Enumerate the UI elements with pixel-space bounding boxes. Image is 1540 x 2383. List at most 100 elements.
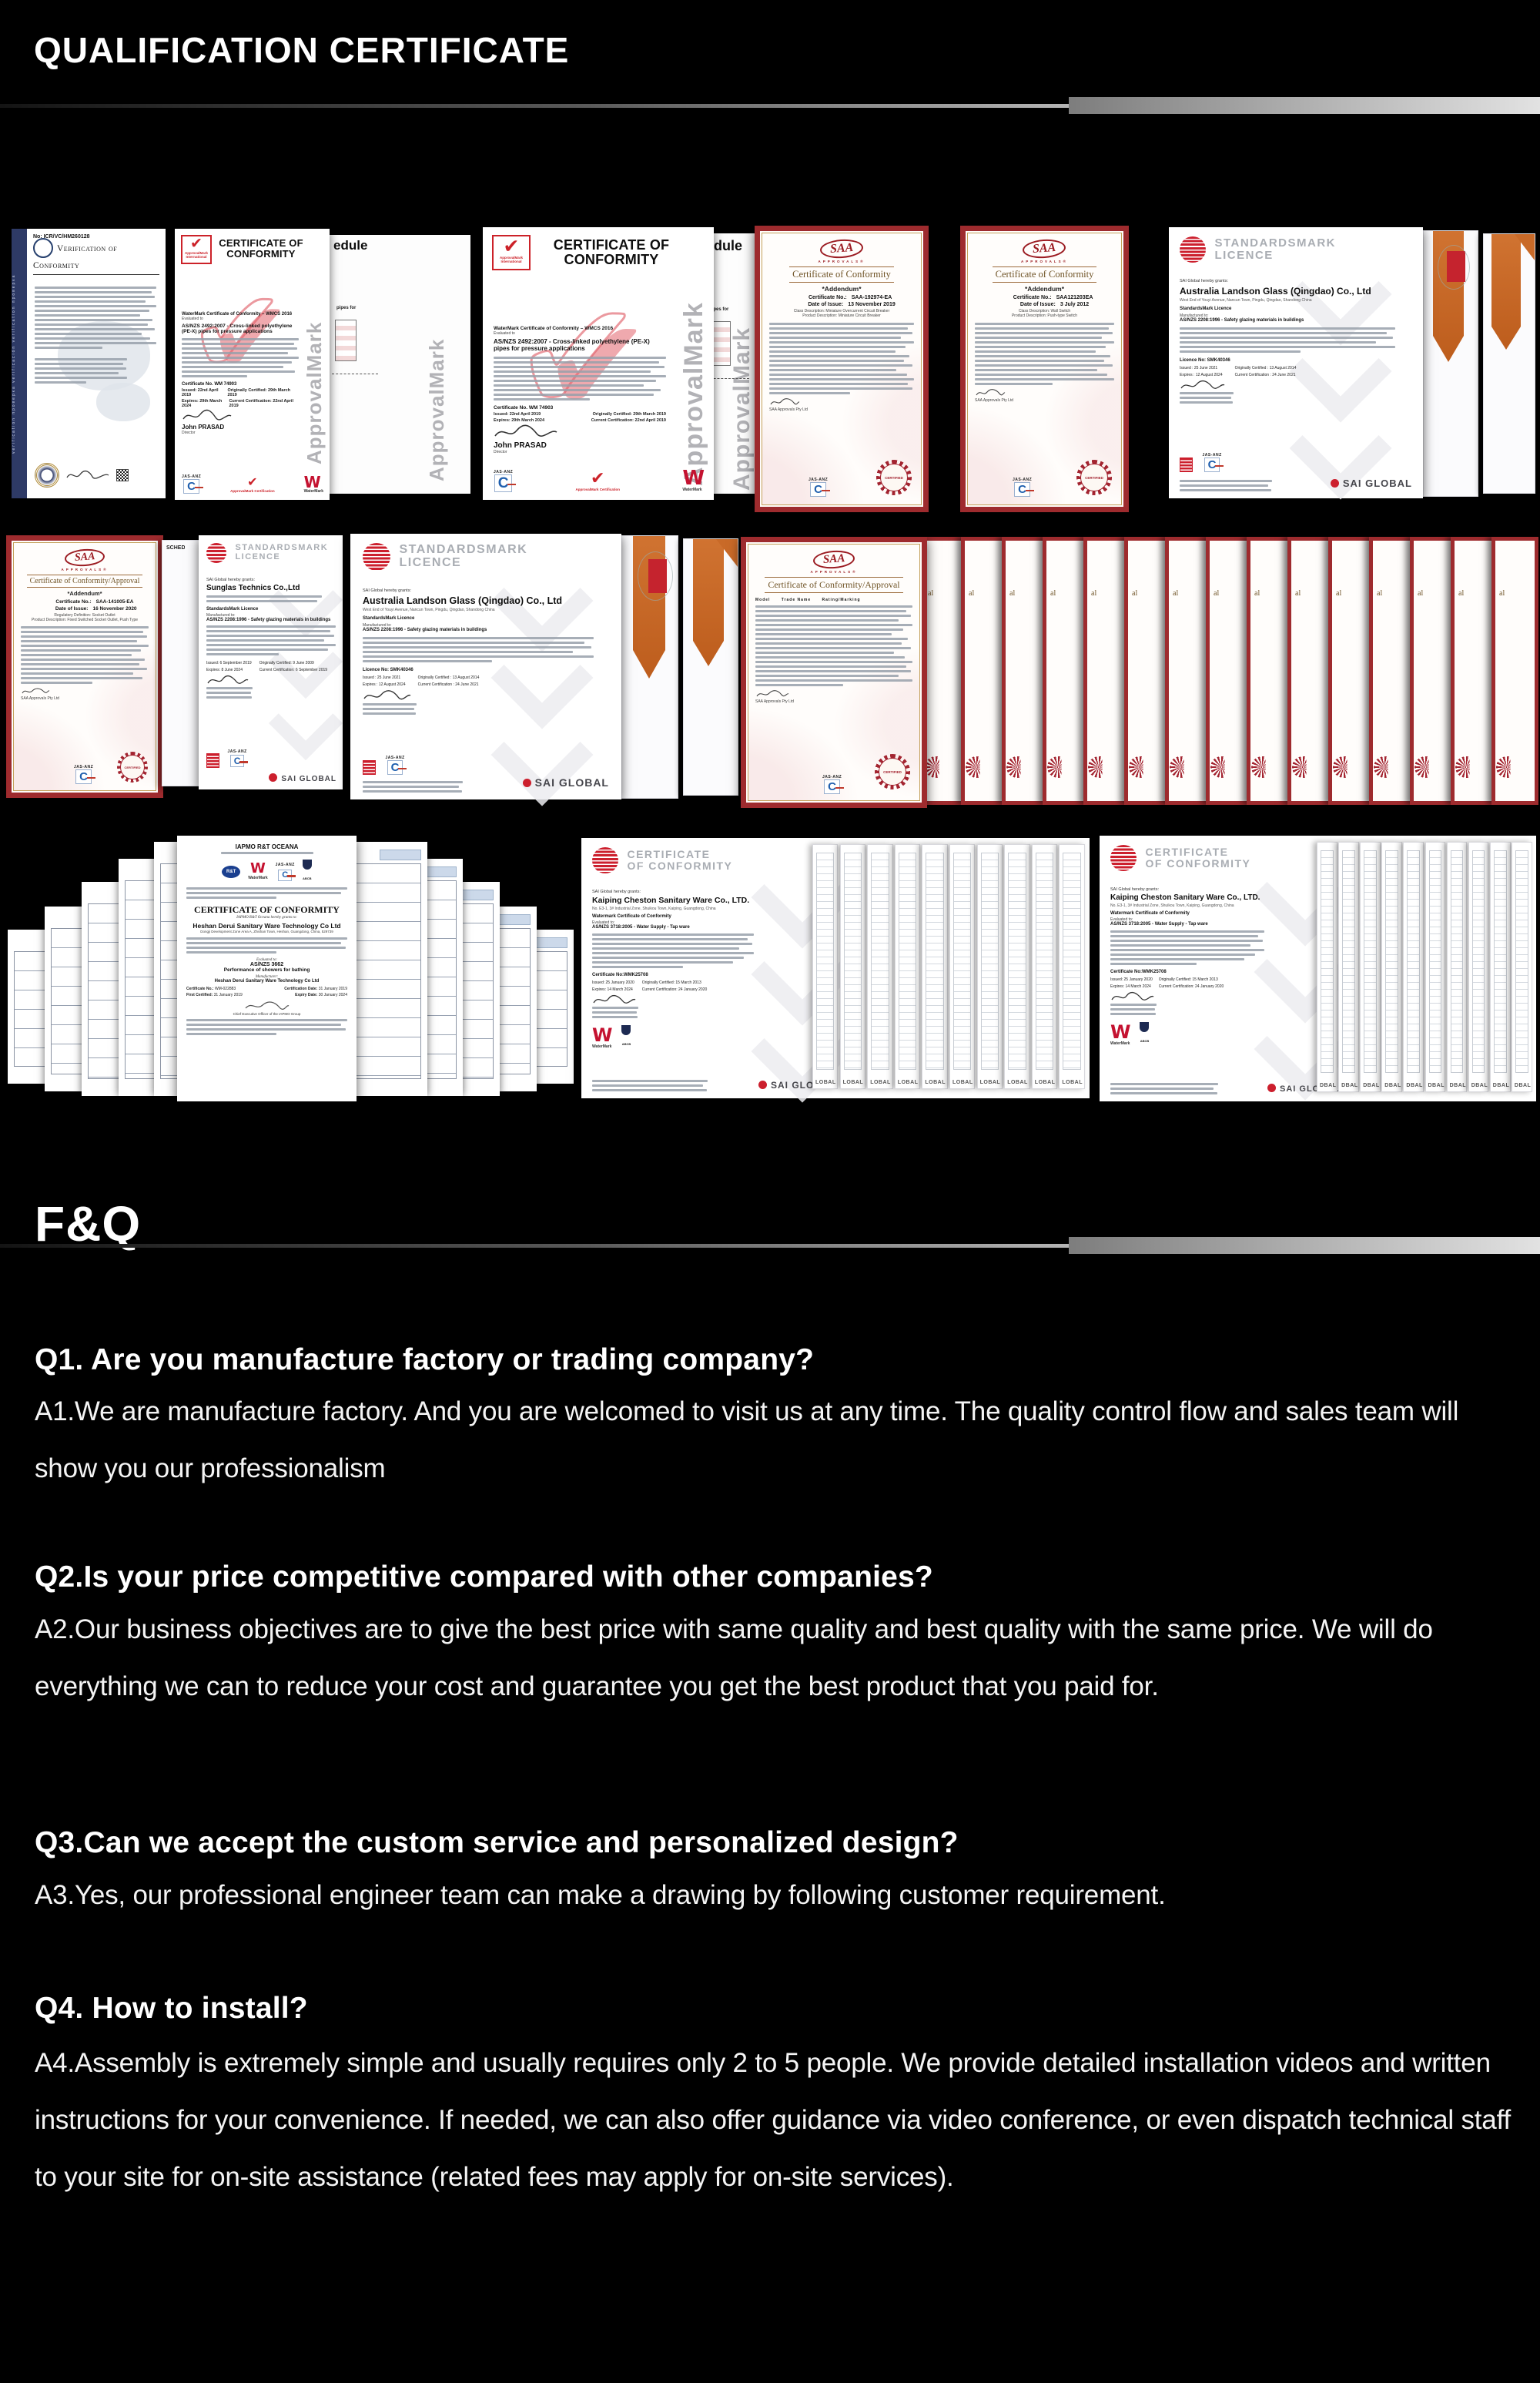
approvalmark-watermark: ApprovalMark <box>679 302 708 486</box>
title-fragment: al <box>969 589 975 598</box>
pipes-fragment: pipes for <box>336 306 357 310</box>
stacked-certificate-page: al <box>1206 537 1253 805</box>
certified-seal-text: CERTIFIED <box>1080 464 1108 491</box>
title-fragment: al <box>1254 589 1260 598</box>
brand-line-1: STANDARDSMARK <box>1214 236 1336 250</box>
footer-lines <box>592 1080 708 1094</box>
company-address: No. E3-1, 3# Industrial Zone, Shuikou To… <box>592 907 716 911</box>
company-name: Australia Landson Glass (Qingdao) Co., L… <box>363 595 563 606</box>
text-line <box>182 366 284 368</box>
partial-seal <box>1374 756 1388 778</box>
strip-footer-text: LOBAL <box>842 1080 864 1085</box>
text-line <box>755 679 912 682</box>
company-address: West End of Youyi Avenue, Nancun Town, P… <box>1180 298 1312 303</box>
text-line <box>592 961 733 964</box>
text-line <box>769 374 907 376</box>
current-certification: Current Certification: 24 January 2020 <box>1158 984 1224 989</box>
standard: AS/NZS 3662 <box>249 962 284 967</box>
endorsement-table <box>335 320 357 361</box>
licence-number: Licence No: SMK40346 <box>363 668 413 672</box>
text-line <box>35 333 142 335</box>
certificate-body-lines <box>206 625 336 658</box>
certificate-number: SAA121203EA <box>1056 295 1093 300</box>
icr-certificate-number: No: ICR/VC/HM260128 <box>33 234 90 240</box>
watermark-caption: WaterMark <box>682 488 702 492</box>
text-line <box>769 378 914 380</box>
grants-line: SAI Global hereby grants: <box>206 578 255 582</box>
faq-answer-4: A4.Assembly is extremely simple and usua… <box>35 2048 1511 2192</box>
signature <box>207 675 249 684</box>
section-title-faq: F&Q <box>35 1196 142 1252</box>
approvalmark-logo: ✔ ApprovalMark International <box>492 235 531 270</box>
text-line <box>1110 1088 1214 1090</box>
text-line <box>182 370 296 373</box>
stacked-certificate-page: al <box>1328 537 1375 805</box>
signer-name: John PRASAD <box>182 424 225 431</box>
expiry-date-label: Expiry Date: <box>295 993 318 997</box>
originally-certified: Originally Certified: 15 March 2013 <box>1158 977 1218 982</box>
text-line <box>1180 337 1394 339</box>
certificate-approvalmark-1: edule pipes for ApprovalMark ✔ ApprovalM… <box>175 229 475 500</box>
saa-approvals-label: APPROVALS® <box>61 568 109 571</box>
strip-footer-text: LOBAL <box>925 1080 946 1085</box>
signer-lines <box>1180 392 1234 406</box>
issued-date: Issued: 22nd April 2019 <box>182 388 219 397</box>
text-line <box>769 383 909 385</box>
certificate-iapmo-fan: IAPMO R&T OCEANA R&T W WaterMark JAS-ANZ C… <box>8 836 574 1105</box>
footer-lines <box>186 1019 347 1037</box>
brand-line-2: LICENCE <box>399 556 462 569</box>
text-line <box>1180 480 1272 482</box>
grants-line: SAI Global hereby grants: <box>1180 279 1228 283</box>
company-name: Kaiping Cheston Sanitary Ware Co., LTD. <box>1110 893 1260 902</box>
approvalmark-watermark: ApprovalMark <box>729 327 755 491</box>
certificate-title: CERTIFICATE OF CONFORMITY <box>219 237 303 260</box>
text-line <box>755 670 911 672</box>
text-line <box>363 712 417 715</box>
stacked-certificate-page: al <box>1369 537 1416 805</box>
certificate-title: Certificate of Conformity <box>789 266 894 283</box>
stacked-certificate-page: al <box>1491 537 1538 805</box>
partial-seal <box>1170 756 1184 778</box>
abcb-logo: ABCB <box>1140 1022 1150 1046</box>
seal-outline <box>1438 245 1470 290</box>
approvalmark-watermark: ApprovalMark <box>425 338 448 481</box>
text-line <box>21 663 140 665</box>
text-line <box>975 355 1110 357</box>
certificate-title: Certificate of Conformity <box>992 266 1097 283</box>
divider-bar <box>1069 1237 1540 1254</box>
saa-org: SAA Approvals Pty Ltd <box>975 398 1014 403</box>
text-line <box>1180 489 1271 491</box>
partial-seal <box>1129 756 1143 778</box>
certificate-number-label: Certificate No.: <box>186 987 214 991</box>
text-line <box>206 630 331 632</box>
text-line <box>755 615 911 617</box>
text-line <box>1110 930 1264 933</box>
address-line <box>220 852 313 856</box>
certificate-number-label: Certificate No.: <box>808 295 847 300</box>
faq-question-3: Q3.Can we accept the custom service and … <box>35 1826 959 1859</box>
text-line <box>35 367 126 370</box>
text-line <box>35 305 156 307</box>
saa-logo: SAA <box>1022 238 1067 260</box>
jas-anz-logo: JAS-ANZ C <box>275 862 296 881</box>
text-line <box>494 394 654 396</box>
text-line <box>1180 332 1387 334</box>
certificate-face: ✔ ApprovalMark International CERTIFICATE… <box>483 227 714 500</box>
text-line <box>592 1007 638 1009</box>
text-line <box>494 398 591 401</box>
approvalmark-caption: ApprovalMark Certification <box>575 488 620 492</box>
issued-date: Issued: 25 January 2020 <box>1110 977 1153 982</box>
text-line <box>975 378 1114 380</box>
saa-approvals-label: APPROVALS® <box>818 260 865 263</box>
partial-seal <box>1006 756 1021 778</box>
stacked-certificate-page: al <box>1083 537 1130 805</box>
schedule-strip: LOBAL <box>1059 844 1085 1089</box>
text-line <box>975 341 1114 344</box>
strip-footer-text: DBAL <box>1449 1083 1467 1088</box>
expiry-date: 30 January 2024 <box>318 993 347 997</box>
text-line <box>206 644 336 646</box>
text-line <box>975 346 1106 348</box>
evaluated-label: Evaluated to: <box>592 920 615 925</box>
text-line <box>35 363 124 365</box>
schedule-page-edge: SCHEDULE <box>162 540 200 786</box>
